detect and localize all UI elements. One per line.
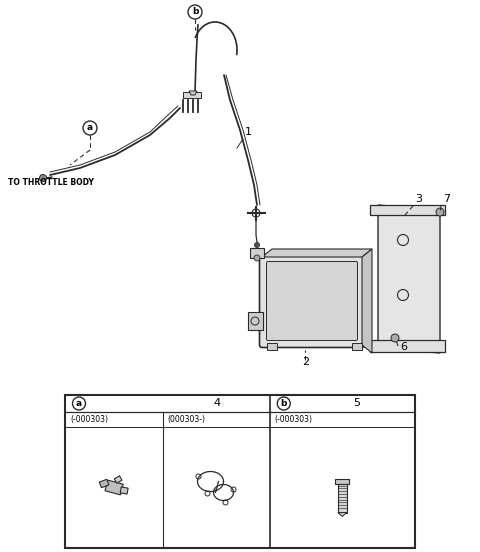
- Bar: [99, 479, 109, 487]
- Bar: [65, 395, 415, 548]
- Polygon shape: [370, 205, 445, 215]
- Bar: [120, 487, 128, 494]
- Text: a: a: [87, 124, 93, 132]
- Bar: [250, 248, 264, 258]
- Bar: [248, 312, 263, 330]
- Polygon shape: [338, 512, 347, 517]
- Text: b: b: [192, 8, 198, 17]
- Text: 6: 6: [400, 342, 407, 352]
- Circle shape: [391, 334, 399, 342]
- Bar: [183, 92, 201, 98]
- Text: 4: 4: [213, 399, 220, 408]
- Text: b: b: [281, 399, 287, 408]
- Circle shape: [436, 208, 444, 216]
- Circle shape: [254, 255, 260, 261]
- Polygon shape: [378, 205, 440, 353]
- Text: 7: 7: [443, 194, 450, 204]
- Text: 5: 5: [353, 399, 360, 408]
- Text: 2: 2: [302, 357, 309, 367]
- Bar: [338, 484, 347, 512]
- Circle shape: [254, 242, 260, 247]
- FancyBboxPatch shape: [266, 262, 358, 341]
- Bar: [105, 480, 123, 495]
- Polygon shape: [370, 340, 445, 352]
- Text: (-000303): (-000303): [70, 415, 108, 424]
- Text: 3: 3: [415, 194, 422, 204]
- Polygon shape: [262, 249, 372, 257]
- Bar: [352, 343, 362, 350]
- Bar: [114, 476, 122, 483]
- FancyBboxPatch shape: [260, 254, 364, 348]
- Polygon shape: [362, 249, 372, 353]
- Polygon shape: [189, 91, 197, 95]
- Circle shape: [39, 174, 47, 182]
- Text: (-000303): (-000303): [275, 415, 313, 424]
- Text: 1: 1: [245, 127, 252, 137]
- Text: (000303-): (000303-): [167, 415, 205, 424]
- Polygon shape: [336, 479, 349, 484]
- Text: a: a: [76, 399, 82, 408]
- Bar: [267, 343, 277, 350]
- Text: TO THROTTLE BODY: TO THROTTLE BODY: [8, 178, 94, 187]
